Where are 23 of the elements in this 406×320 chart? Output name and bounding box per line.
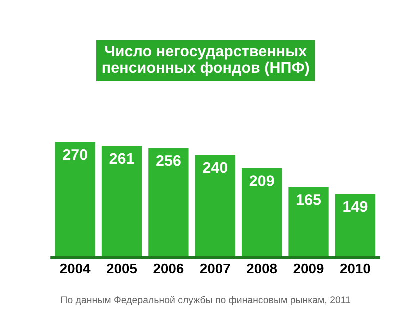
bar bbox=[102, 146, 142, 258]
data-label: 149 bbox=[344, 201, 368, 212]
x-tick-label: 2009 bbox=[294, 264, 324, 274]
bar bbox=[242, 168, 282, 258]
chart-title: Число негосударственных пенсионных фондов (НПФ) bbox=[102, 46, 310, 76]
data-label: 256 bbox=[156, 155, 181, 166]
data-label: 165 bbox=[296, 194, 322, 206]
x-tick-label: 2006 bbox=[154, 264, 184, 274]
x-tick-label: 2008 bbox=[247, 264, 278, 274]
x-tick-label: 2010 bbox=[340, 264, 370, 274]
data-label: 240 bbox=[203, 162, 228, 174]
bar bbox=[195, 154, 236, 258]
x-tick-label: 2007 bbox=[200, 264, 230, 274]
text: По данным Федеральной службы по финансовым рынкам, 2011 bbox=[61, 296, 351, 306]
x-tick-label: 2004 bbox=[60, 264, 91, 274]
data-label: 270 bbox=[63, 149, 88, 160]
data-label: 261 bbox=[110, 153, 134, 164]
bar bbox=[288, 187, 329, 258]
bar bbox=[335, 194, 376, 258]
bar bbox=[148, 148, 189, 258]
data-label: 209 bbox=[250, 176, 274, 186]
x-tick-label: 2005 bbox=[107, 264, 138, 274]
bar bbox=[55, 142, 96, 258]
